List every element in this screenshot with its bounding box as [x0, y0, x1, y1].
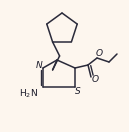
Text: O: O	[91, 76, 99, 84]
Text: O: O	[95, 48, 103, 58]
Text: H$_2$N: H$_2$N	[19, 88, 38, 100]
Text: S: S	[75, 88, 81, 96]
Text: N: N	[36, 62, 42, 70]
